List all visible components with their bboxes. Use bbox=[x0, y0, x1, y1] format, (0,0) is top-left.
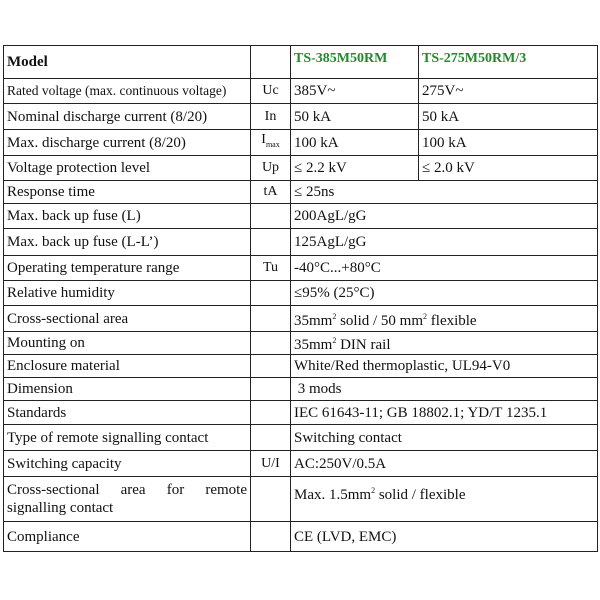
value-part: DIN rail bbox=[336, 337, 391, 353]
row-symbol: In bbox=[250, 103, 291, 130]
row-label: Cross-sectional area for remote signalli… bbox=[3, 476, 251, 522]
row-symbol bbox=[250, 424, 291, 451]
value-part: solid / flexible bbox=[375, 487, 466, 503]
row-value: 35mm2 solid / 50 mm2 flexible bbox=[290, 305, 598, 332]
table-row: Cross-sectional area for remote signalli… bbox=[3, 476, 598, 522]
row-value-1: ≤ 2.2 kV bbox=[290, 155, 419, 181]
row-value: White/Red thermoplastic, UL94-V0 bbox=[290, 354, 598, 378]
model-1-header: TS-385M50RM bbox=[290, 45, 419, 79]
row-value: 200AgL/gG bbox=[290, 203, 598, 229]
value-part: 35mm bbox=[294, 337, 333, 353]
table-row: Voltage protection level Up ≤ 2.2 kV ≤ 2… bbox=[3, 155, 598, 181]
table-row: Max. discharge current (8/20) Imax 100 k… bbox=[3, 129, 598, 156]
table-row: Type of remote signalling contact Switch… bbox=[3, 424, 598, 451]
table-row: Operating temperature range Tu -40°C...+… bbox=[3, 255, 598, 281]
row-value: 35mm2 DIN rail bbox=[290, 331, 598, 355]
row-label: Switching capacity bbox=[3, 450, 251, 477]
value-part: Max. 1.5mm bbox=[294, 487, 372, 503]
row-value: Max. 1.5mm2 solid / flexible bbox=[290, 476, 598, 522]
row-symbol bbox=[250, 280, 291, 306]
table-row: Max. back up fuse (L-L’) 125AgL/gG bbox=[3, 228, 598, 256]
table-row: Max. back up fuse (L) 200AgL/gG bbox=[3, 203, 598, 229]
row-symbol: Imax bbox=[250, 129, 291, 156]
row-value: -40°C...+80°C bbox=[290, 255, 598, 281]
symbol-header bbox=[250, 45, 291, 79]
table-row: Rated voltage (max. continuous voltage) … bbox=[3, 78, 598, 104]
superscript: 2 bbox=[332, 311, 337, 321]
row-label: Operating temperature range bbox=[3, 255, 251, 281]
model-2-header: TS-275M50RM/3 bbox=[418, 45, 598, 79]
row-label: Cross-sectional area bbox=[3, 305, 251, 332]
row-value: 125AgL/gG bbox=[290, 228, 598, 256]
row-value-1: 100 kA bbox=[290, 129, 419, 156]
row-symbol: Tu bbox=[250, 255, 291, 281]
model-header: Model bbox=[3, 45, 251, 79]
row-symbol bbox=[250, 400, 291, 425]
row-value: CE (LVD, EMC) bbox=[290, 521, 598, 552]
row-label: Rated voltage (max. continuous voltage) bbox=[3, 78, 251, 104]
row-label: Standards bbox=[3, 400, 251, 425]
row-value: 3 mods bbox=[290, 377, 598, 401]
row-value-1: 50 kA bbox=[290, 103, 419, 130]
table-row: Switching capacity U/I AC:250V/0.5A bbox=[3, 450, 598, 477]
value-part: flexible bbox=[427, 312, 477, 329]
row-symbol bbox=[250, 228, 291, 256]
row-value: ≤95% (25°C) bbox=[290, 280, 598, 306]
row-label: Max. discharge current (8/20) bbox=[3, 129, 251, 156]
row-symbol bbox=[250, 354, 291, 378]
superscript: 2 bbox=[371, 486, 376, 495]
row-value-2: 50 kA bbox=[418, 103, 598, 130]
row-symbol bbox=[250, 331, 291, 355]
row-value: IEC 61643-11; GB 18802.1; YD/T 1235.1 bbox=[290, 400, 598, 425]
row-symbol: Up bbox=[250, 155, 291, 181]
row-label: Nominal discharge current (8/20) bbox=[3, 103, 251, 130]
row-value-2: 100 kA bbox=[418, 129, 598, 156]
table-header-row: Model TS-385M50RM TS-275M50RM/3 bbox=[3, 45, 598, 79]
row-symbol: tA bbox=[250, 180, 291, 204]
row-label: Response time bbox=[3, 180, 251, 204]
symbol-text: I bbox=[261, 132, 266, 148]
row-symbol: U/I bbox=[250, 450, 291, 477]
table-row: Dimension 3 mods bbox=[3, 377, 598, 401]
row-value-2: ≤ 2.0 kV bbox=[418, 155, 598, 181]
value-part: solid / 50 mm bbox=[336, 312, 424, 329]
superscript: 2 bbox=[423, 311, 428, 321]
row-label: Max. back up fuse (L-L’) bbox=[3, 228, 251, 256]
row-symbol: Uc bbox=[250, 78, 291, 104]
table-row: Cross-sectional area 35mm2 solid / 50 mm… bbox=[3, 305, 598, 332]
table-row: Response time tA ≤ 25ns bbox=[3, 180, 598, 204]
superscript: 2 bbox=[332, 336, 337, 345]
table-row: Enclosure material White/Red thermoplast… bbox=[3, 354, 598, 378]
row-label: Relative humidity bbox=[3, 280, 251, 306]
row-label: Mounting on bbox=[3, 331, 251, 355]
spec-table: Model TS-385M50RM TS-275M50RM/3 Rated vo… bbox=[3, 45, 598, 552]
row-symbol bbox=[250, 305, 291, 332]
table-row: Nominal discharge current (8/20) In 50 k… bbox=[3, 103, 598, 130]
row-symbol bbox=[250, 377, 291, 401]
row-label: Enclosure material bbox=[3, 354, 251, 378]
row-label: Max. back up fuse (L) bbox=[3, 203, 251, 229]
row-value: AC:250V/0.5A bbox=[290, 450, 598, 477]
value-part: 35mm bbox=[294, 312, 333, 329]
row-value-2: 275V~ bbox=[418, 78, 598, 104]
row-symbol bbox=[250, 476, 291, 522]
row-value-1: 385V~ bbox=[290, 78, 419, 104]
row-symbol bbox=[250, 521, 291, 552]
row-label: Voltage protection level bbox=[3, 155, 251, 181]
table-row: Standards IEC 61643-11; GB 18802.1; YD/T… bbox=[3, 400, 598, 425]
row-value: Switching contact bbox=[290, 424, 598, 451]
table-row: Mounting on 35mm2 DIN rail bbox=[3, 331, 598, 355]
table-row: Relative humidity ≤95% (25°C) bbox=[3, 280, 598, 306]
row-symbol bbox=[250, 203, 291, 229]
table-row: Compliance CE (LVD, EMC) bbox=[3, 521, 598, 552]
row-value: ≤ 25ns bbox=[290, 180, 598, 204]
row-label: Compliance bbox=[3, 521, 251, 552]
row-label: Type of remote signalling contact bbox=[3, 424, 251, 451]
symbol-sub: max bbox=[265, 139, 280, 149]
row-label: Dimension bbox=[3, 377, 251, 401]
